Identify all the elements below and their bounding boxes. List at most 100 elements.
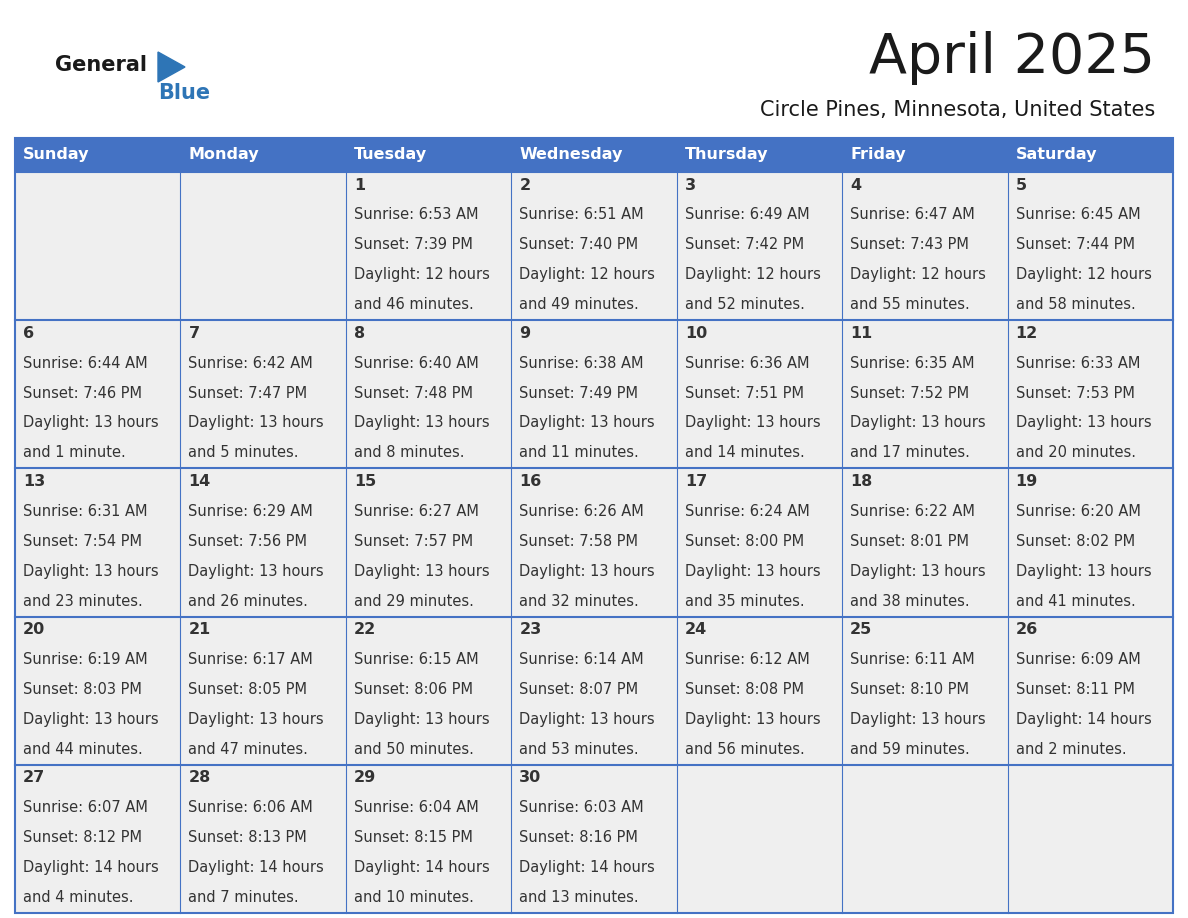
Text: Daylight: 13 hours: Daylight: 13 hours (519, 416, 655, 431)
Bar (346, 320, 511, 468)
Text: 27: 27 (23, 770, 45, 785)
Bar (511, 320, 677, 468)
Text: Sunrise: 6:45 AM: Sunrise: 6:45 AM (1016, 207, 1140, 222)
Text: Daylight: 13 hours: Daylight: 13 hours (1016, 416, 1151, 431)
Text: Sunset: 7:49 PM: Sunset: 7:49 PM (519, 386, 638, 400)
Text: Sunrise: 6:11 AM: Sunrise: 6:11 AM (851, 652, 975, 667)
Text: Daylight: 13 hours: Daylight: 13 hours (23, 711, 159, 727)
Text: Sunset: 8:07 PM: Sunset: 8:07 PM (519, 682, 638, 697)
Text: Sunset: 7:47 PM: Sunset: 7:47 PM (189, 386, 308, 400)
Text: and 7 minutes.: and 7 minutes. (189, 890, 299, 905)
Text: 21: 21 (189, 622, 210, 637)
Text: Daylight: 13 hours: Daylight: 13 hours (519, 564, 655, 578)
Text: and 46 minutes.: and 46 minutes. (354, 297, 474, 312)
Bar (15, 765, 181, 913)
Text: Daylight: 14 hours: Daylight: 14 hours (1016, 711, 1151, 727)
Text: and 52 minutes.: and 52 minutes. (684, 297, 804, 312)
Text: Sunset: 7:40 PM: Sunset: 7:40 PM (519, 238, 638, 252)
Text: Daylight: 13 hours: Daylight: 13 hours (851, 564, 986, 578)
Text: Sunset: 8:05 PM: Sunset: 8:05 PM (189, 682, 308, 697)
Text: Sunrise: 6:06 AM: Sunrise: 6:06 AM (189, 800, 314, 815)
Text: Sunset: 8:02 PM: Sunset: 8:02 PM (1016, 533, 1135, 549)
Text: Sunrise: 6:07 AM: Sunrise: 6:07 AM (23, 800, 147, 815)
Text: and 23 minutes.: and 23 minutes. (23, 594, 143, 609)
Text: Sunset: 8:13 PM: Sunset: 8:13 PM (189, 830, 308, 845)
Text: and 41 minutes.: and 41 minutes. (1016, 594, 1136, 609)
Text: and 29 minutes.: and 29 minutes. (354, 594, 474, 609)
Text: Sunset: 8:01 PM: Sunset: 8:01 PM (851, 533, 969, 549)
Text: Monday: Monday (189, 148, 259, 162)
Text: Sunrise: 6:40 AM: Sunrise: 6:40 AM (354, 355, 479, 371)
Text: General: General (55, 55, 147, 75)
Text: and 26 minutes.: and 26 minutes. (189, 594, 309, 609)
Bar (842, 172, 1007, 320)
Text: and 14 minutes.: and 14 minutes. (684, 445, 804, 461)
Text: Friday: Friday (851, 148, 905, 162)
Bar (1007, 172, 1173, 320)
Bar (15, 617, 181, 765)
Text: Daylight: 13 hours: Daylight: 13 hours (354, 416, 489, 431)
Text: Daylight: 14 hours: Daylight: 14 hours (354, 860, 489, 875)
Text: and 58 minutes.: and 58 minutes. (1016, 297, 1136, 312)
Text: and 55 minutes.: and 55 minutes. (851, 297, 969, 312)
Text: and 8 minutes.: and 8 minutes. (354, 445, 465, 461)
Text: Sunday: Sunday (23, 148, 89, 162)
Text: and 44 minutes.: and 44 minutes. (23, 742, 143, 756)
Text: and 17 minutes.: and 17 minutes. (851, 445, 971, 461)
Text: and 56 minutes.: and 56 minutes. (684, 742, 804, 756)
Text: Daylight: 13 hours: Daylight: 13 hours (684, 564, 821, 578)
Text: Sunset: 7:54 PM: Sunset: 7:54 PM (23, 533, 143, 549)
Text: Sunset: 7:57 PM: Sunset: 7:57 PM (354, 533, 473, 549)
Text: Daylight: 12 hours: Daylight: 12 hours (851, 267, 986, 282)
Text: 24: 24 (684, 622, 707, 637)
Text: and 38 minutes.: and 38 minutes. (851, 594, 969, 609)
Text: 10: 10 (684, 326, 707, 341)
Text: 22: 22 (354, 622, 377, 637)
Text: 26: 26 (1016, 622, 1038, 637)
Bar (1007, 617, 1173, 765)
Text: 5: 5 (1016, 177, 1026, 193)
Bar (15, 138, 1173, 913)
Text: Sunrise: 6:14 AM: Sunrise: 6:14 AM (519, 652, 644, 667)
Text: Sunset: 7:44 PM: Sunset: 7:44 PM (1016, 238, 1135, 252)
Text: Sunrise: 6:20 AM: Sunrise: 6:20 AM (1016, 504, 1140, 519)
Text: Sunset: 7:53 PM: Sunset: 7:53 PM (1016, 386, 1135, 400)
Bar (181, 172, 346, 320)
Text: Sunrise: 6:03 AM: Sunrise: 6:03 AM (519, 800, 644, 815)
Polygon shape (158, 52, 185, 82)
Text: Daylight: 12 hours: Daylight: 12 hours (684, 267, 821, 282)
Text: Sunrise: 6:47 AM: Sunrise: 6:47 AM (851, 207, 975, 222)
Text: Daylight: 13 hours: Daylight: 13 hours (23, 416, 159, 431)
Text: 9: 9 (519, 326, 530, 341)
Bar (181, 320, 346, 468)
Text: Sunrise: 6:04 AM: Sunrise: 6:04 AM (354, 800, 479, 815)
Text: 7: 7 (189, 326, 200, 341)
Bar (181, 468, 346, 617)
Text: Sunrise: 6:53 AM: Sunrise: 6:53 AM (354, 207, 479, 222)
Text: Daylight: 12 hours: Daylight: 12 hours (1016, 267, 1151, 282)
Bar (346, 765, 511, 913)
Text: Daylight: 13 hours: Daylight: 13 hours (1016, 564, 1151, 578)
Text: Sunset: 7:52 PM: Sunset: 7:52 PM (851, 386, 969, 400)
Text: Daylight: 13 hours: Daylight: 13 hours (684, 711, 821, 727)
Bar (842, 468, 1007, 617)
Text: and 20 minutes.: and 20 minutes. (1016, 445, 1136, 461)
Bar (677, 765, 842, 913)
Text: Tuesday: Tuesday (354, 148, 426, 162)
Text: 23: 23 (519, 622, 542, 637)
Text: 14: 14 (189, 474, 210, 489)
Text: Daylight: 13 hours: Daylight: 13 hours (354, 564, 489, 578)
Text: and 5 minutes.: and 5 minutes. (189, 445, 299, 461)
Text: and 11 minutes.: and 11 minutes. (519, 445, 639, 461)
Text: and 32 minutes.: and 32 minutes. (519, 594, 639, 609)
Text: Daylight: 14 hours: Daylight: 14 hours (189, 860, 324, 875)
Text: Circle Pines, Minnesota, United States: Circle Pines, Minnesota, United States (760, 100, 1155, 120)
Bar (1007, 320, 1173, 468)
Bar (346, 138, 511, 172)
Text: Sunset: 8:08 PM: Sunset: 8:08 PM (684, 682, 804, 697)
Text: Daylight: 13 hours: Daylight: 13 hours (189, 711, 324, 727)
Text: and 2 minutes.: and 2 minutes. (1016, 742, 1126, 756)
Text: 28: 28 (189, 770, 210, 785)
Bar (511, 765, 677, 913)
Text: and 13 minutes.: and 13 minutes. (519, 890, 639, 905)
